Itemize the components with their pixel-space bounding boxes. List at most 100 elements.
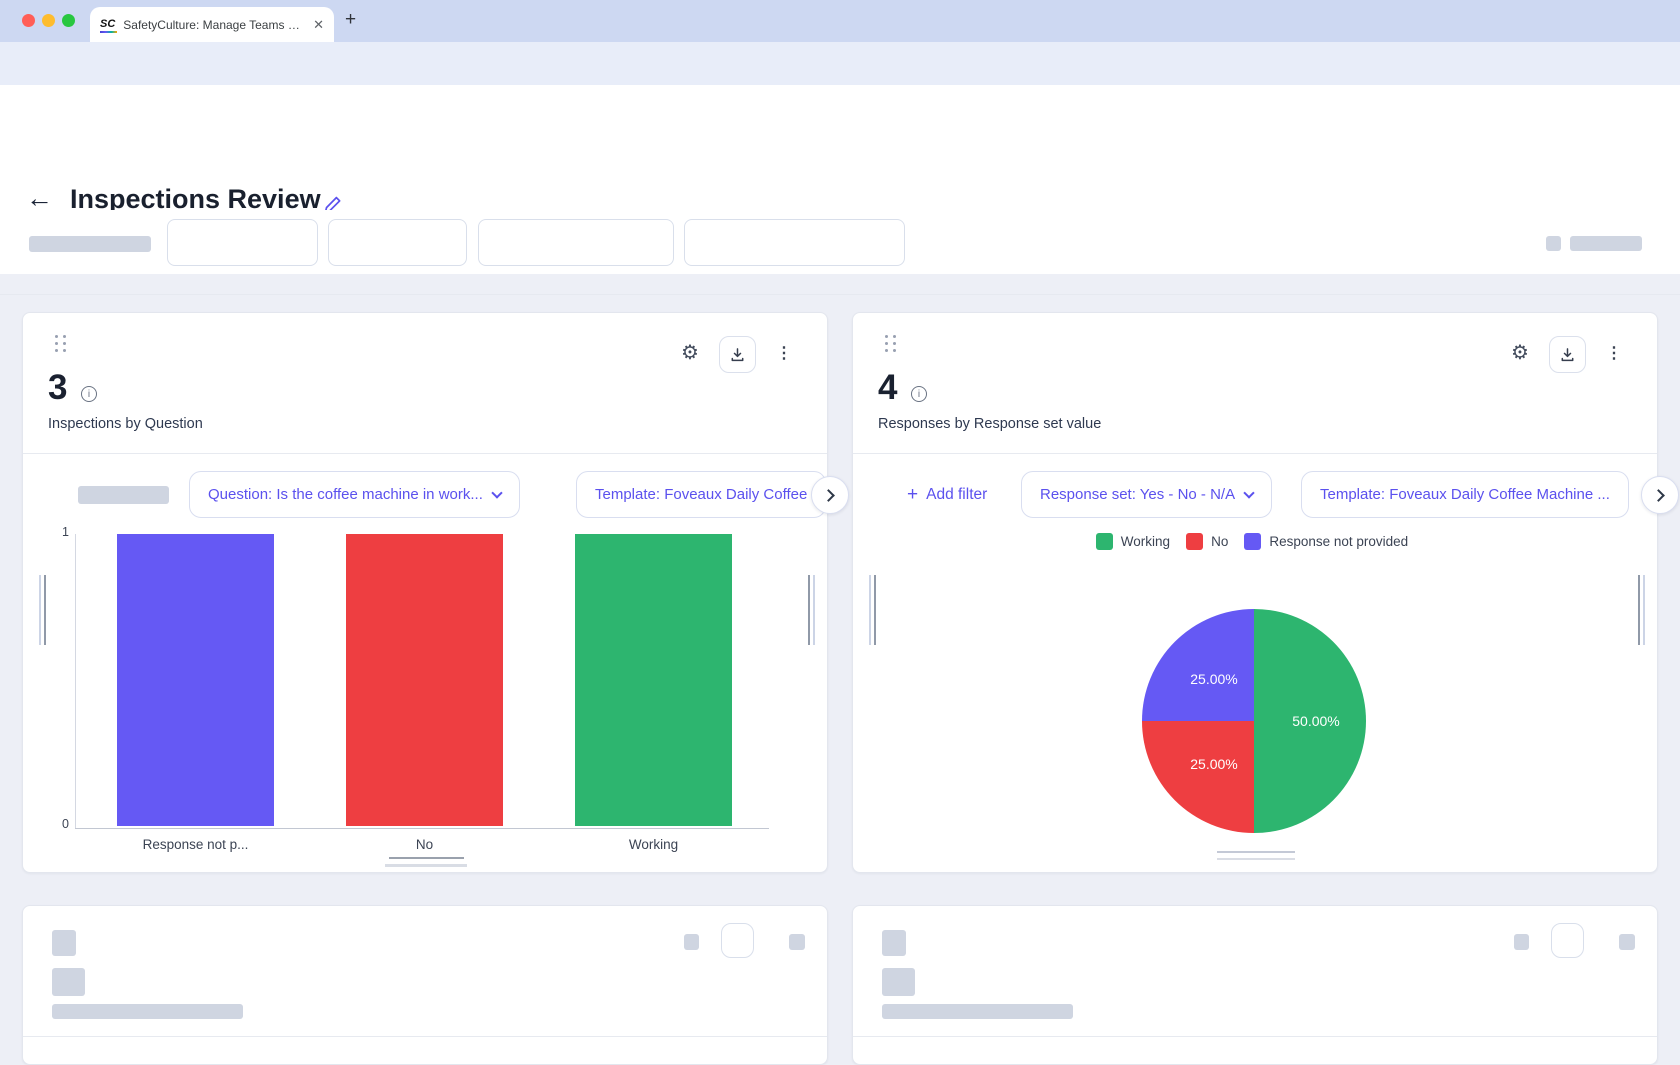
- card-divider: [853, 1036, 1657, 1037]
- card-download-button[interactable]: [719, 336, 756, 373]
- card-settings-gear-icon[interactable]: ⚙: [681, 342, 699, 364]
- kebab-icon-skeleton: [789, 934, 805, 950]
- drag-handle-icon[interactable]: [885, 335, 897, 353]
- loading-card: [852, 905, 1658, 1065]
- legend-item-response-not-provided[interactable]: Response not provided: [1244, 533, 1408, 550]
- left-scroll-thumb[interactable]: [44, 575, 46, 645]
- legend-item-working[interactable]: Working: [1095, 533, 1170, 550]
- plus-icon: +: [907, 483, 919, 505]
- x-axis-line: [75, 828, 769, 829]
- bar-category-label: Working: [628, 837, 679, 852]
- card-settings-gear-icon[interactable]: ⚙: [1511, 342, 1529, 364]
- window-minimize-button[interactable]: [42, 14, 55, 27]
- card-subtitle: Responses by Response set value: [878, 416, 1102, 432]
- metric-value: 4: [878, 368, 898, 407]
- metric-skeleton: [882, 930, 906, 956]
- card-divider: [23, 1036, 827, 1037]
- y-axis-tick-max: 1: [62, 525, 69, 539]
- bar-category-label: Response not p...: [142, 837, 249, 852]
- info-icon[interactable]: i: [81, 386, 97, 402]
- drag-handle-icon[interactable]: [55, 335, 67, 353]
- metric-value: 3: [48, 368, 68, 407]
- report-header: ← Inspections Review: [0, 85, 1680, 295]
- gear-icon-skeleton: [684, 934, 699, 950]
- browser-tab[interactable]: SC SafetyCulture: Manage Teams and... ✕: [90, 7, 334, 42]
- pie-legend: Working No Response not provided: [853, 533, 1659, 550]
- add-filter-skeleton: [78, 486, 169, 504]
- card-filter-row: + Add filter Response set: Yes - No - N/…: [853, 453, 1659, 533]
- metric-skeleton: [52, 968, 85, 996]
- left-scroll-indicator: [869, 575, 871, 645]
- chart-horizontal-scrollbar[interactable]: [1217, 851, 1295, 853]
- filter-dropdown-loading[interactable]: [478, 219, 674, 266]
- right-scroll-indicator: [813, 575, 815, 645]
- right-scroll-thumb[interactable]: [808, 575, 810, 645]
- gear-icon-skeleton: [1514, 934, 1529, 950]
- filters-scroll-right-button[interactable]: [1641, 476, 1679, 514]
- download-button-skeleton: [721, 923, 754, 958]
- metric-skeleton: [52, 930, 76, 956]
- card-filter-row: Question: Is the coffee machine in work.…: [23, 453, 829, 533]
- card-kebab-menu-icon[interactable]: ⋮: [1606, 345, 1622, 362]
- bar-working[interactable]: [575, 534, 732, 826]
- bar-no[interactable]: [346, 534, 503, 826]
- filters-scroll-right-button[interactable]: [811, 476, 849, 514]
- add-filter-button[interactable]: + Add filter: [907, 483, 988, 505]
- legend-item-no[interactable]: No: [1186, 533, 1228, 550]
- responses-by-response-set-card: ⚙ ⋮ 4 i Responses by Response set value …: [852, 312, 1679, 873]
- question-filter-chip[interactable]: Question: Is the coffee machine in work.…: [189, 471, 520, 518]
- inspections-by-question-card: ⚙ ⋮ 3 i Inspections by Question Question…: [22, 312, 849, 873]
- template-filter-chip[interactable]: Template: Foveaux Daily Coffee Machine .…: [1301, 471, 1629, 518]
- browser-tab-strip: SC SafetyCulture: Manage Teams and... ✕ …: [0, 0, 1680, 42]
- legend-swatch: [1244, 533, 1262, 550]
- legend-swatch: [1095, 533, 1113, 550]
- card-divider: [853, 453, 1657, 454]
- filter-dropdown-loading[interactable]: [167, 219, 318, 266]
- bar-category-label[interactable]: No: [415, 837, 434, 852]
- filter-dropdown-loading[interactable]: [328, 219, 467, 266]
- y-axis-tick-min: 0: [62, 817, 69, 831]
- chevron-down-icon: [1243, 486, 1255, 499]
- bar-response-not-provided[interactable]: [117, 534, 274, 826]
- tab-close-icon[interactable]: ✕: [313, 16, 324, 32]
- kebab-icon-skeleton: [1619, 934, 1635, 950]
- filter-dropdown-loading[interactable]: [684, 219, 905, 266]
- pie-slice-label-no: 25.00%: [1190, 756, 1238, 772]
- window-close-button[interactable]: [22, 14, 35, 27]
- pie-slice-label-response-not-provided: 25.00%: [1190, 671, 1238, 687]
- response-set-filter-chip[interactable]: Response set: Yes - No - N/A: [1021, 471, 1273, 518]
- filter-icon-skeleton: [1546, 236, 1561, 251]
- y-axis-line: [75, 534, 76, 828]
- pie-slice-label-working: 50.00%: [1292, 713, 1340, 729]
- chart-horizontal-scrollbar[interactable]: [389, 857, 464, 859]
- card-kebab-menu-icon[interactable]: ⋮: [776, 345, 792, 362]
- window-zoom-button[interactable]: [62, 14, 75, 27]
- tab-title: SafetyCulture: Manage Teams and...: [123, 17, 306, 32]
- back-arrow-icon[interactable]: ←: [26, 183, 53, 213]
- left-scroll-thumb[interactable]: [874, 575, 876, 645]
- template-filter-chip[interactable]: Template: Foveaux Daily Coffee: [576, 471, 827, 518]
- subtitle-skeleton: [52, 1004, 243, 1019]
- card-subtitle: Inspections by Question: [48, 416, 203, 432]
- header-divider: [0, 294, 1680, 295]
- filter-text-skeleton: [1570, 236, 1642, 251]
- left-scroll-indicator: [39, 575, 41, 645]
- subtitle-skeleton: [882, 1004, 1073, 1019]
- new-tab-button[interactable]: +: [345, 9, 357, 30]
- card-download-button[interactable]: [1549, 336, 1586, 373]
- card-divider: [23, 453, 827, 454]
- pie-chart[interactable]: [1142, 609, 1366, 833]
- right-scroll-thumb[interactable]: [1638, 575, 1640, 645]
- info-icon[interactable]: i: [911, 386, 927, 402]
- chevron-down-icon: [491, 486, 503, 499]
- download-button-skeleton: [1551, 923, 1584, 958]
- filter-label-skeleton: [29, 236, 151, 252]
- metric-skeleton: [882, 968, 915, 996]
- page-title: Inspections Review: [70, 184, 321, 214]
- loading-card: [22, 905, 828, 1065]
- safetyculture-favicon: SC: [100, 18, 118, 33]
- chart-horizontal-scrollbar-track: [1217, 858, 1295, 860]
- legend-swatch: [1186, 533, 1204, 550]
- browser-toolbar: ← → ↻ https://app.safetyculture.com/anal…: [0, 42, 1680, 121]
- report-filter-bar: [0, 210, 1680, 274]
